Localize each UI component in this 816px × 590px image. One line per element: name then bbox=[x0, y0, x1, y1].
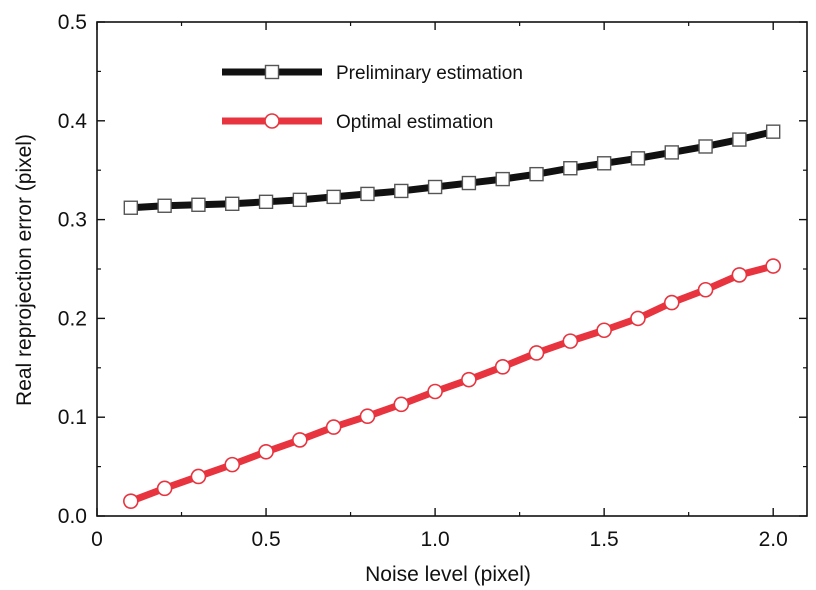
data-point bbox=[528, 345, 545, 361]
data-point bbox=[698, 139, 713, 154]
legend: Preliminary estimation Optimal estimation bbox=[222, 63, 523, 133]
data-point bbox=[563, 161, 578, 176]
legend-marker bbox=[264, 64, 280, 80]
axes: 0 0.5 1.0 1.5 2.0 0.0 0.1 0.2 0.3 0.4 0.5 bbox=[58, 11, 808, 551]
x-tick-label: 0.5 bbox=[251, 528, 280, 551]
y-tick-label: 0.2 bbox=[58, 307, 87, 330]
data-point bbox=[732, 132, 747, 147]
data-point bbox=[224, 456, 241, 473]
data-point bbox=[326, 189, 341, 205]
data-point bbox=[394, 183, 409, 199]
y-tick-label: 0.5 bbox=[58, 11, 87, 34]
x-tick-label: 0 bbox=[91, 528, 103, 551]
data-point bbox=[427, 383, 443, 400]
data-point bbox=[393, 396, 410, 413]
data-point bbox=[596, 322, 612, 339]
data-point bbox=[461, 175, 477, 191]
legend-item-2: Optimal estimation bbox=[222, 112, 493, 133]
data-point bbox=[359, 408, 376, 425]
data-point bbox=[190, 468, 207, 485]
data-point bbox=[765, 258, 781, 274]
data-point bbox=[765, 124, 781, 139]
data-point bbox=[731, 267, 748, 283]
x-tick-label: 1.5 bbox=[590, 528, 619, 551]
data-point bbox=[697, 281, 714, 298]
data-point bbox=[461, 371, 477, 388]
data-point bbox=[156, 480, 173, 497]
data-point bbox=[630, 310, 646, 327]
data-point bbox=[191, 197, 206, 212]
data-point bbox=[529, 166, 544, 182]
data-point bbox=[664, 145, 679, 160]
x-axis-title: Noise level (pixel) bbox=[365, 563, 531, 586]
data-point bbox=[596, 156, 612, 171]
data-point bbox=[292, 432, 308, 448]
data-point bbox=[495, 171, 510, 187]
data-point bbox=[258, 443, 274, 460]
data-point bbox=[157, 198, 172, 213]
series-2 bbox=[123, 258, 781, 509]
data-point bbox=[360, 186, 375, 202]
data-point bbox=[123, 200, 139, 215]
legend-item-1: Preliminary estimation bbox=[222, 63, 523, 84]
data-point bbox=[292, 192, 308, 208]
legend-label: Optimal estimation bbox=[336, 112, 493, 133]
y-axis-title: Real reprojection error (pixel) bbox=[13, 134, 36, 406]
legend-marker bbox=[264, 113, 280, 129]
data-point bbox=[630, 151, 646, 166]
data-point bbox=[325, 419, 342, 435]
series-layer bbox=[123, 124, 781, 509]
x-tick-label: 1.0 bbox=[420, 528, 449, 551]
plot-frame bbox=[96, 21, 808, 517]
data-point bbox=[258, 194, 274, 210]
data-point bbox=[494, 359, 511, 375]
y-tick-label: 0.3 bbox=[58, 209, 87, 232]
series-line bbox=[130, 128, 774, 212]
data-point bbox=[123, 493, 139, 509]
series-1 bbox=[123, 124, 781, 215]
x-tick-label: 2.0 bbox=[759, 528, 788, 551]
legend-label: Preliminary estimation bbox=[336, 63, 523, 84]
data-point bbox=[427, 179, 443, 195]
y-tick-label: 0.4 bbox=[58, 110, 88, 133]
y-tick-label: 0.0 bbox=[58, 505, 87, 528]
data-point bbox=[663, 294, 680, 311]
data-point bbox=[562, 333, 579, 349]
y-tick-label: 0.1 bbox=[58, 406, 87, 429]
data-point bbox=[225, 196, 240, 211]
